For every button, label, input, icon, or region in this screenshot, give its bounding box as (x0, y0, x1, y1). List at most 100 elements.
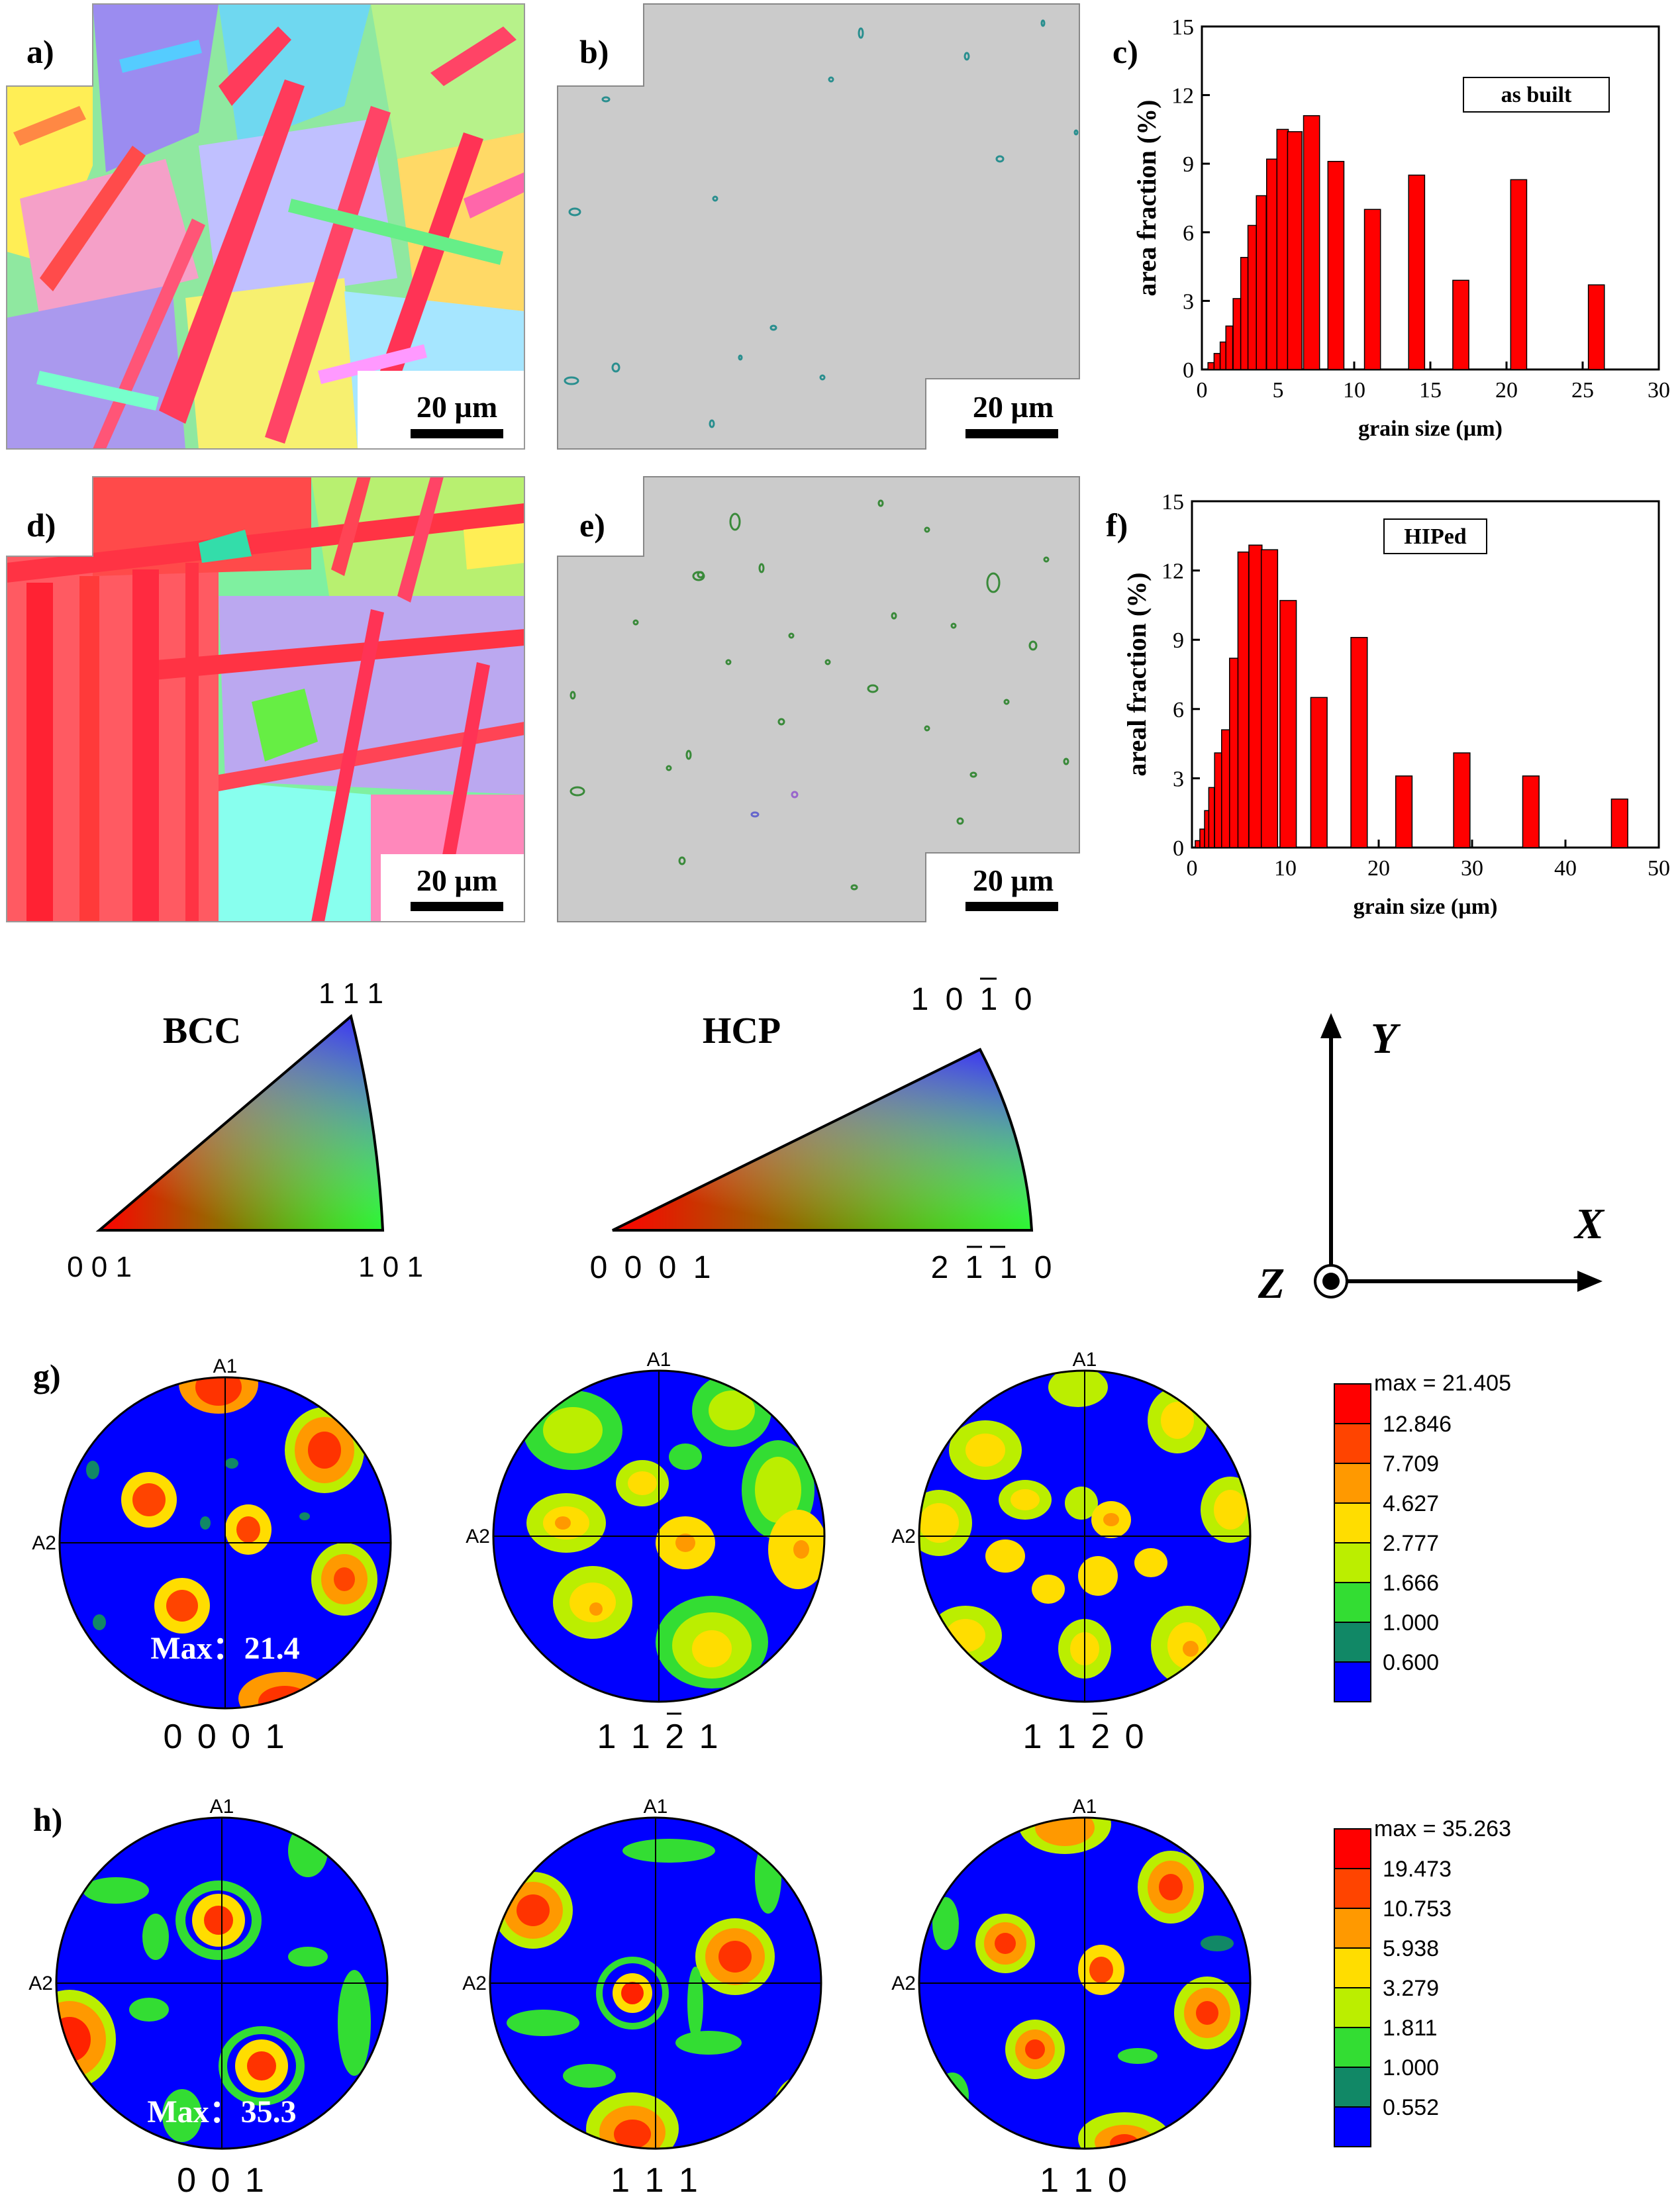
bar (1287, 131, 1303, 370)
hcp-grains-e (569, 499, 1069, 891)
bar (1232, 298, 1242, 370)
pole-figure-g3: A1 A2 1 1 2 0 (891, 1349, 1252, 1756)
legend-level-label: 19.473 (1383, 1857, 1452, 1882)
pf-a2-marker: A2 (466, 1526, 490, 1547)
scale-bar-a (411, 429, 503, 438)
y-tick-label: 0 (1183, 358, 1194, 383)
ipf-key-bcc: BCC 1 1 1 0 0 1 1 0 1 (67, 977, 423, 1283)
legend-level-label: 1.666 (1383, 1571, 1439, 1596)
bar (1395, 775, 1413, 848)
chart-frame (1191, 500, 1660, 849)
y-tick-label: 12 (1161, 560, 1184, 584)
ipf-key-hcp: HCP 1 0 1 0 0 0 0 1 2 1 1 0 (590, 977, 1056, 1285)
max-label-h: Max：35.3 (147, 2094, 296, 2129)
bar (1327, 160, 1345, 370)
y-tick-label: 12 (1171, 84, 1194, 109)
pf-a1-marker: A1 (213, 1355, 238, 1377)
legend-level-label: 10.753 (1383, 1896, 1452, 1922)
panel-label-e: e) (579, 507, 605, 544)
y-tick-label: 3 (1173, 767, 1184, 791)
legend-swatch (1334, 1423, 1371, 1464)
scale-bar-e (965, 902, 1058, 911)
pole-figure-h2: A1 A2 1 1 1 (462, 1796, 822, 2199)
legend-swatch (1334, 1987, 1371, 2028)
bar (1221, 729, 1230, 848)
max-label-g: Max：21.4 (150, 1631, 299, 1666)
y-tick-label: 9 (1173, 628, 1184, 653)
bar (1452, 279, 1469, 370)
legend-swatch (1334, 2027, 1371, 2068)
bar (1408, 174, 1426, 370)
legend-level-label: 0.600 (1383, 1650, 1439, 1675)
legend-swatch (1334, 1582, 1371, 1623)
axis-z-label: Z (1258, 1259, 1285, 1308)
x-tick-label: 0 (1197, 378, 1208, 403)
y-tick-label: 15 (1161, 490, 1184, 514)
chart-c: 0 3 6 9 12 15 0 5 10 15 20 25 30 grain size (µm) area … (1132, 15, 1670, 441)
pf-a2-marker: A2 (891, 1526, 916, 1547)
legend-level-label: 4.627 (1383, 1491, 1439, 1516)
ipf-hcp-top-label: 1 0 1 0 (911, 982, 1036, 1017)
legend-swatch (1334, 2067, 1371, 2108)
pf-title-g2: 1 1 2 1 (597, 1718, 720, 1756)
x-axis-label: grain size (µm) (1358, 416, 1503, 441)
x-tick-label: 0 (1187, 856, 1198, 881)
x-tick-label: 10 (1343, 378, 1365, 403)
bar (1213, 353, 1221, 370)
pf-a2-marker: A2 (891, 1973, 916, 1994)
legend-swatch (1334, 1868, 1371, 1909)
y-tick-label: 3 (1183, 289, 1194, 314)
y-tick-label: 6 (1183, 221, 1194, 246)
pf-title-g1: 0 0 0 1 (163, 1718, 287, 1756)
scale-bar-d (411, 902, 503, 911)
bar (1266, 158, 1278, 370)
pf-title-h2: 1 1 1 (611, 2161, 701, 2199)
bar (1247, 224, 1257, 370)
bar (1610, 799, 1628, 848)
legend-level-label: 0.552 (1383, 2095, 1439, 2120)
bar (1303, 115, 1320, 370)
y-axis-label: area fraction (%) (1132, 100, 1161, 297)
pf-a2-marker: A2 (28, 1973, 53, 1994)
bar (1260, 549, 1279, 848)
bar (1587, 284, 1605, 370)
legend-swatch (1334, 1908, 1371, 1949)
ipf-bcc-top-label: 1 1 1 (319, 977, 383, 1010)
legend-level-label: 12.846 (1383, 1412, 1452, 1437)
ipf-bcc-title: BCC (163, 1010, 241, 1051)
legend-h: max = 35.263 19.473 10.753 5.938 3.279 1.811… (1334, 1816, 1511, 2147)
x-tick-label: 15 (1419, 378, 1442, 403)
coordinate-axes: Y X Z (1258, 1013, 1605, 1308)
bar (1276, 128, 1289, 370)
panel-f: f) 0 3 6 9 12 15 0 10 20 30 40 50 grain size (µm) are… (1106, 490, 1670, 919)
y-tick-label: 15 (1171, 15, 1194, 40)
panel-label-b: b) (579, 33, 609, 70)
pf-a1-marker: A1 (1073, 1349, 1097, 1371)
bar (1453, 752, 1471, 848)
panel-label-c: c) (1112, 33, 1138, 70)
chart-f: 0 3 6 9 12 15 0 10 20 30 40 50 grain size (µm) areal … (1122, 490, 1670, 919)
legend-swatch (1334, 1947, 1371, 1988)
legend-level-label: 1.000 (1383, 2055, 1439, 2080)
ebsd-grains-d (7, 477, 524, 922)
bar (1240, 257, 1249, 370)
scale-label-a: 20 µm (417, 390, 497, 424)
x-tick-label: 40 (1554, 856, 1577, 881)
ipf-hcp-right-label: 2 1 1 0 (931, 1250, 1056, 1285)
legend-level-label: 5.938 (1383, 1936, 1439, 1961)
x-tick-label: 50 (1648, 856, 1670, 881)
bar (1350, 636, 1368, 848)
scale-bar-b (965, 429, 1058, 438)
legend-g-title: max = 21.405 (1374, 1371, 1511, 1396)
bar (1522, 775, 1540, 848)
x-tick-label: 20 (1495, 378, 1518, 403)
scale-label-b: 20 µm (973, 390, 1054, 424)
legend-swatch (1334, 2106, 1371, 2147)
bar (1214, 752, 1222, 848)
pf-title-h3: 1 1 0 (1040, 2161, 1130, 2199)
ipf-bcc-right-label: 1 0 1 (358, 1251, 423, 1283)
bar (1195, 840, 1201, 848)
scale-label-e: 20 µm (973, 863, 1054, 897)
pf-a1-marker: A1 (644, 1796, 668, 1818)
legend-swatch (1334, 1661, 1371, 1702)
